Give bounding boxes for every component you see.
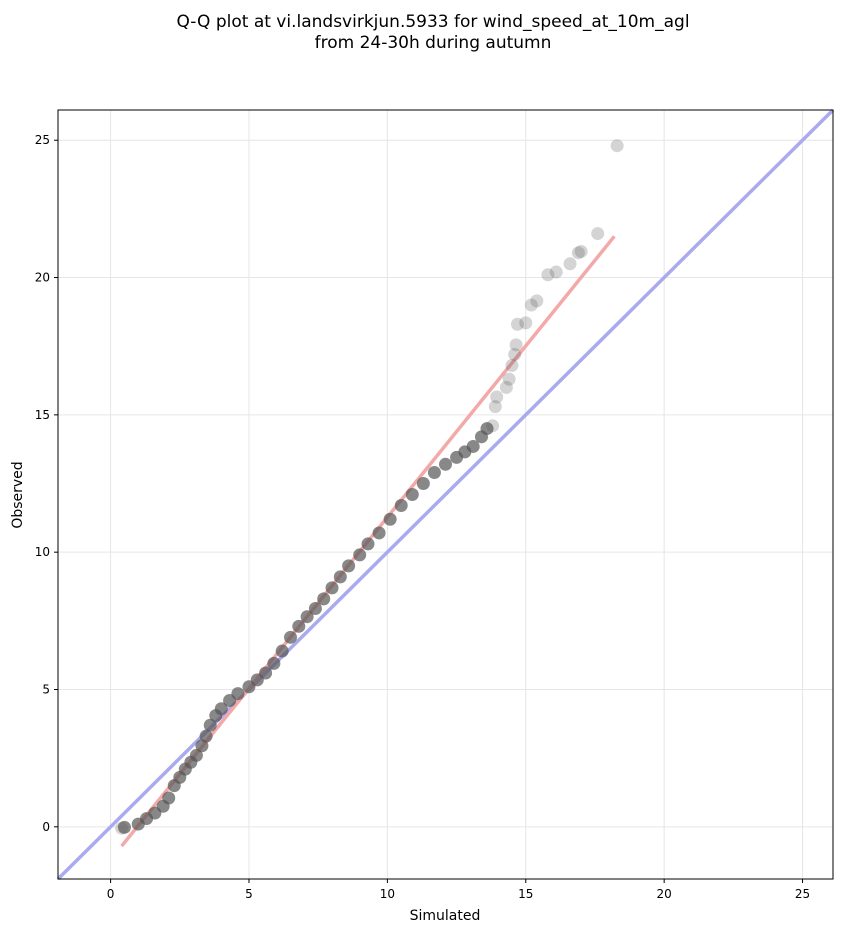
y-tick-label: 5 [42,682,50,696]
qq-point [342,559,356,573]
y-tick-label: 0 [42,820,50,834]
qq-point-tail [488,400,502,414]
x-tick-label: 10 [380,887,395,901]
qq-point [199,729,213,743]
qq-point-tail [574,244,588,258]
qq-point [259,666,273,680]
qq-point-tail [510,317,524,331]
qq-point [214,702,228,716]
qq-point [480,422,494,436]
plot-frame [57,109,834,880]
qq-point [275,644,289,658]
qq-point [189,748,203,762]
axis-ticks: 0 5 10 15 20 25 0 5 10 15 20 25 [35,133,810,901]
qq-point [427,466,441,480]
grid [58,110,833,879]
x-axis-label: Simulated [410,908,481,924]
qq-point [353,548,367,562]
chart-title-line-2: from 24-30h during autumn [315,33,552,53]
qq-point-tail [610,139,624,153]
qq-point [394,498,408,512]
qq-point-tail [508,347,522,361]
chart-title-line-1: Q-Q plot at vi.landsvirkjun.5933 for win… [176,12,689,32]
qq-point-tail [591,227,605,241]
y-tick-label: 15 [35,408,50,422]
data-points [115,139,624,835]
qq-point [333,570,347,584]
qq-point-tail [502,372,516,386]
qq-point [383,512,397,526]
qq-point [317,592,331,606]
qq-point-tail [524,298,538,312]
qq-point [416,477,430,491]
qq-point [162,791,176,805]
qq-point [405,488,419,501]
qq-point-tail [490,390,504,404]
qq-point-tail [541,268,555,282]
y-axis-label: Observed [10,461,26,528]
qq-point [284,630,297,644]
qq-point [372,526,386,540]
qq-point [361,537,375,551]
qq-point [300,610,314,624]
qq-point-tail [509,338,523,352]
qq-point-tail [549,265,563,279]
x-tick-label: 15 [518,887,533,901]
y-tick-label: 10 [35,545,50,559]
qq-point [466,439,480,453]
qq-point [325,581,339,595]
x-tick-label: 0 [107,887,115,901]
x-tick-label: 20 [657,887,672,901]
qq-point [231,687,245,701]
qq-point-tail [530,294,544,308]
identity-line [56,108,835,881]
qq-point [117,820,131,834]
y-tick-label: 20 [35,271,50,285]
qq-point [292,619,306,633]
qq-point [439,457,452,471]
x-tick-label: 25 [795,887,810,901]
x-tick-label: 5 [245,887,253,901]
reference-lines [56,108,835,881]
qq-point-tail [519,316,533,330]
qq-point-tail [563,257,577,271]
qq-point-tail [505,358,519,372]
qq-point [308,601,322,615]
qq-point [267,656,281,670]
y-tick-label: 25 [35,133,50,147]
qq-point-tail [499,380,513,394]
qq-point [203,718,217,732]
qq-point-tail [571,246,585,260]
